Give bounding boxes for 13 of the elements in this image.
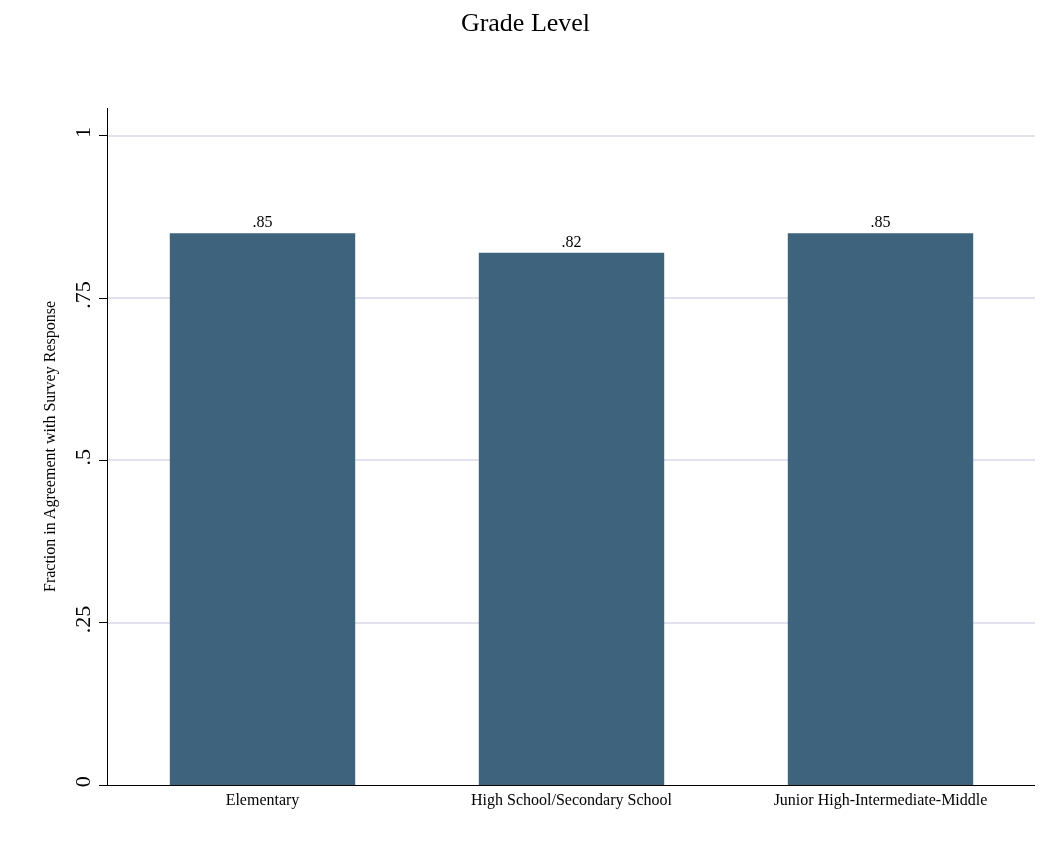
x-tick-label: Junior High-Intermediate-Middle xyxy=(773,791,988,810)
chart-title: Grade Level xyxy=(460,7,591,37)
data-label: .82 xyxy=(561,232,582,250)
y-tick-label: .25 xyxy=(70,605,96,634)
x-tick-label: Elementary xyxy=(225,791,300,810)
data-label: .85 xyxy=(870,213,891,231)
y-tick-label: .5 xyxy=(70,448,96,466)
y-tick-label: .75 xyxy=(70,281,96,309)
y-axis-title: Fraction in Agreement with Survey Response xyxy=(41,300,60,593)
x-tick-label: High School/Secondary School xyxy=(471,791,673,810)
y-tick-label: 0 xyxy=(70,776,96,788)
data-label: .85 xyxy=(252,213,273,231)
y-tick-label: 1 xyxy=(70,127,96,139)
